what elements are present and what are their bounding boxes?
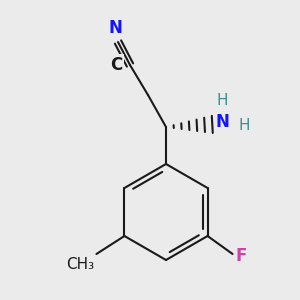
Text: C: C: [110, 56, 122, 74]
Text: N: N: [108, 19, 122, 37]
Text: H: H: [216, 93, 228, 108]
Text: N: N: [108, 19, 122, 37]
Text: F: F: [236, 247, 247, 265]
Text: H: H: [238, 118, 250, 134]
Text: C: C: [110, 56, 122, 74]
Text: CH₃: CH₃: [66, 257, 94, 272]
Text: N: N: [215, 113, 229, 131]
